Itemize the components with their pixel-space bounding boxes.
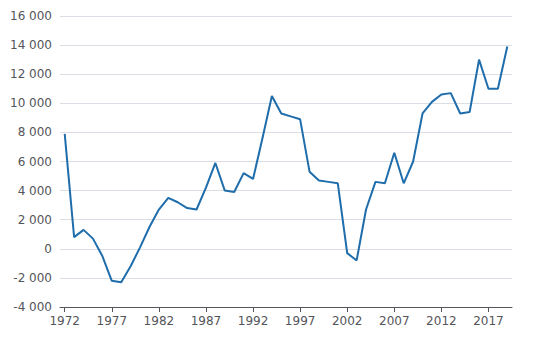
svg-text:14 000: 14 000 <box>10 38 52 52</box>
svg-text:16 000: 16 000 <box>10 9 52 23</box>
svg-text:1977: 1977 <box>97 314 128 328</box>
svg-text:2002: 2002 <box>332 314 363 328</box>
svg-text:2012: 2012 <box>426 314 457 328</box>
svg-text:12 000: 12 000 <box>10 67 52 81</box>
svg-text:10 000: 10 000 <box>10 96 52 110</box>
svg-text:8 000: 8 000 <box>18 125 52 139</box>
svg-text:1987: 1987 <box>191 314 222 328</box>
svg-text:1992: 1992 <box>238 314 269 328</box>
svg-text:4 000: 4 000 <box>18 184 52 198</box>
svg-text:1972: 1972 <box>49 314 80 328</box>
svg-text:2017: 2017 <box>473 314 504 328</box>
svg-text:1982: 1982 <box>144 314 175 328</box>
svg-text:2 000: 2 000 <box>18 213 52 227</box>
svg-text:0: 0 <box>44 242 52 256</box>
svg-text:2007: 2007 <box>379 314 410 328</box>
svg-text:1997: 1997 <box>285 314 316 328</box>
svg-text:6 000: 6 000 <box>18 155 52 169</box>
svg-text:-2 000: -2 000 <box>13 271 52 285</box>
svg-text:-4 000: -4 000 <box>13 300 52 314</box>
